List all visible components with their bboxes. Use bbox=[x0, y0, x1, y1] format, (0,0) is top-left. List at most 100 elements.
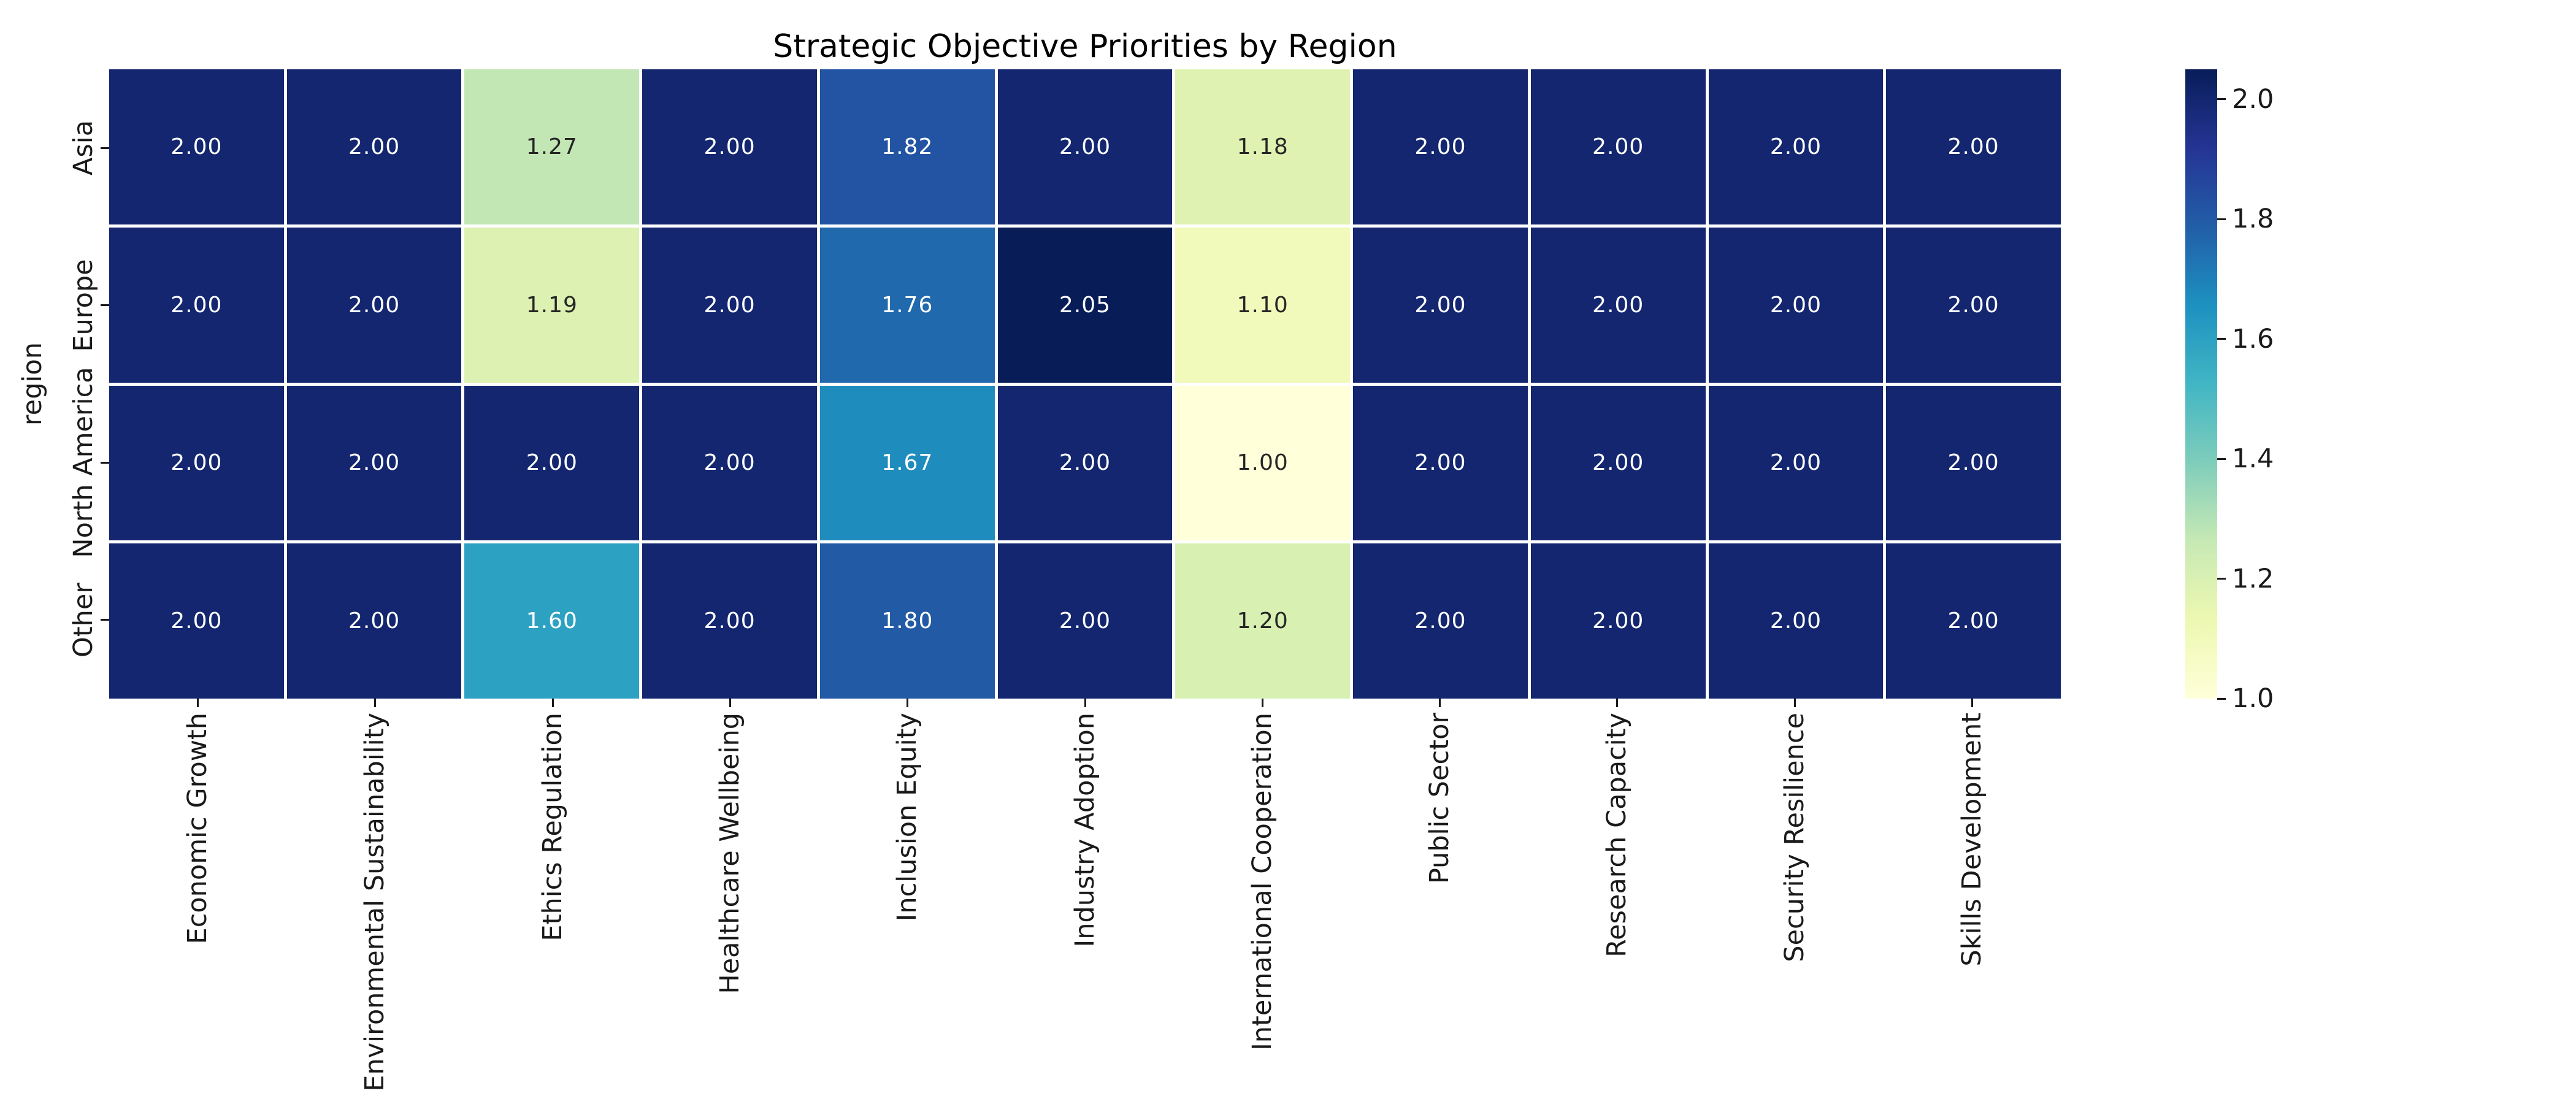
cell-value: 2.00 bbox=[703, 134, 756, 159]
heatmap-cell: 1.19 bbox=[464, 227, 640, 383]
x-tick-label: Industry Adoption bbox=[1069, 713, 1100, 948]
y-tick-label: North America bbox=[68, 367, 99, 558]
cell-value: 2.00 bbox=[171, 450, 223, 476]
heatmap-cell: 1.76 bbox=[819, 227, 995, 383]
heatmap-cell: 2.00 bbox=[109, 227, 284, 383]
cell-value: 1.19 bbox=[526, 292, 578, 318]
heatmap-cell: 2.00 bbox=[1530, 69, 1706, 224]
tick-mark bbox=[1439, 699, 1441, 707]
tick-mark bbox=[1084, 699, 1086, 707]
cell-value: 2.00 bbox=[1769, 292, 1822, 318]
heatmap-cell: 2.00 bbox=[1886, 385, 2061, 541]
colorbar bbox=[2185, 69, 2217, 699]
tick-mark bbox=[2217, 458, 2226, 460]
tick-mark bbox=[1616, 699, 1619, 707]
cell-value: 2.00 bbox=[703, 608, 756, 634]
heatmap-cell: 2.00 bbox=[642, 69, 817, 224]
cell-value: 2.00 bbox=[1947, 134, 1999, 159]
cell-value: 2.00 bbox=[1414, 292, 1466, 318]
heatmap-cell: 2.00 bbox=[642, 385, 817, 541]
heatmap-cell: 1.00 bbox=[1175, 385, 1351, 541]
heatmap-cell: 2.00 bbox=[286, 543, 462, 699]
cell-value: 2.00 bbox=[1059, 608, 1111, 634]
chart-title: Strategic Objective Priorities by Region bbox=[773, 28, 1397, 65]
heatmap-cell: 2.00 bbox=[997, 543, 1173, 699]
tick-mark bbox=[101, 461, 109, 464]
cell-value: 1.60 bbox=[526, 608, 578, 634]
tick-mark bbox=[2217, 98, 2226, 101]
heatmap-cell: 1.60 bbox=[464, 543, 640, 699]
y-tick-label: Other bbox=[68, 582, 99, 657]
heatmap-cell: 2.00 bbox=[286, 227, 462, 383]
heatmap-cell: 2.00 bbox=[642, 227, 817, 383]
colorbar-tick-label: 2.0 bbox=[2232, 83, 2274, 115]
cell-value: 2.00 bbox=[1414, 134, 1466, 159]
heatmap-cell: 2.00 bbox=[1530, 385, 1706, 541]
cell-value: 2.00 bbox=[1414, 608, 1466, 634]
heatmap-cell: 2.00 bbox=[997, 385, 1173, 541]
heatmap-cell: 2.00 bbox=[997, 69, 1173, 224]
heatmap-cell: 2.05 bbox=[997, 227, 1173, 383]
y-tick-label: Europe bbox=[68, 259, 99, 352]
cell-value: 1.76 bbox=[881, 292, 933, 318]
heatmap-cell: 2.00 bbox=[464, 385, 640, 541]
tick-mark bbox=[1261, 699, 1263, 707]
cell-value: 1.18 bbox=[1236, 134, 1289, 159]
tick-mark bbox=[2217, 578, 2226, 580]
cell-value: 2.00 bbox=[1592, 134, 1644, 159]
cell-value: 2.00 bbox=[348, 608, 401, 634]
tick-mark bbox=[197, 699, 199, 707]
heatmap-cell: 2.00 bbox=[1886, 227, 2061, 383]
heatmap-cell: 2.00 bbox=[1353, 543, 1528, 699]
cell-value: 2.00 bbox=[1592, 608, 1644, 634]
cell-value: 2.00 bbox=[348, 134, 401, 159]
tick-mark bbox=[374, 699, 377, 707]
cell-value: 2.00 bbox=[1947, 608, 1999, 634]
cell-value: 1.10 bbox=[1236, 292, 1289, 318]
heatmap-grid: 2.00 2.00 1.27 2.00 1.82 2.00 1.18 2.00 2.00 2.00… bbox=[109, 69, 2061, 699]
x-tick-label: Public Sector bbox=[1424, 713, 1455, 884]
heatmap-cell: 2.00 bbox=[1708, 543, 1884, 699]
heatmap-cell: 2.00 bbox=[109, 69, 284, 224]
tick-mark bbox=[1971, 699, 1973, 707]
colorbar-tick-label: 1.4 bbox=[2232, 443, 2274, 475]
heatmap-cell: 2.00 bbox=[286, 69, 462, 224]
tick-mark bbox=[1793, 699, 1796, 707]
x-tick-label: Inclusion Equity bbox=[892, 713, 923, 922]
x-tick-label: International Cooperation bbox=[1246, 713, 1278, 1051]
heatmap-cell: 2.00 bbox=[1353, 227, 1528, 383]
cell-value: 2.00 bbox=[703, 450, 756, 476]
tick-mark bbox=[729, 699, 731, 707]
x-tick-label: Security Resilience bbox=[1779, 713, 1810, 962]
cell-value: 2.00 bbox=[1947, 292, 1999, 318]
heatmap-cell: 2.00 bbox=[1708, 227, 1884, 383]
y-axis-label: region bbox=[17, 342, 48, 426]
cell-value: 2.00 bbox=[1414, 450, 1466, 476]
cell-value: 2.00 bbox=[1059, 450, 1111, 476]
tick-mark bbox=[551, 699, 554, 707]
x-tick-label: Research Capacity bbox=[1601, 713, 1633, 957]
heatmap-cell: 1.67 bbox=[819, 385, 995, 541]
cell-value: 2.00 bbox=[348, 450, 401, 476]
heatmap-cell: 2.00 bbox=[1886, 543, 2061, 699]
cell-value: 2.00 bbox=[171, 608, 223, 634]
tick-mark bbox=[2217, 338, 2226, 340]
x-tick-label: Skills Development bbox=[1956, 713, 1987, 967]
cell-value: 2.00 bbox=[703, 292, 756, 318]
cell-value: 2.00 bbox=[1947, 450, 1999, 476]
tick-mark bbox=[2217, 697, 2226, 700]
cell-value: 2.00 bbox=[1592, 450, 1644, 476]
x-tick-label: Environmental Sustainability bbox=[359, 713, 391, 1092]
cell-value: 2.00 bbox=[526, 450, 578, 476]
heatmap-cell: 1.80 bbox=[819, 543, 995, 699]
x-tick-label: Healthcare Wellbeing bbox=[714, 713, 745, 994]
colorbar-tick-label: 1.6 bbox=[2232, 323, 2274, 355]
heatmap-cell: 2.00 bbox=[1886, 69, 2061, 224]
heatmap-cell: 2.00 bbox=[1708, 69, 1884, 224]
heatmap-cell: 1.20 bbox=[1175, 543, 1351, 699]
tick-mark bbox=[2217, 218, 2226, 220]
tick-mark bbox=[101, 304, 109, 307]
x-tick-label: Economic Growth bbox=[182, 713, 213, 945]
heatmap-cell: 2.00 bbox=[1353, 69, 1528, 224]
